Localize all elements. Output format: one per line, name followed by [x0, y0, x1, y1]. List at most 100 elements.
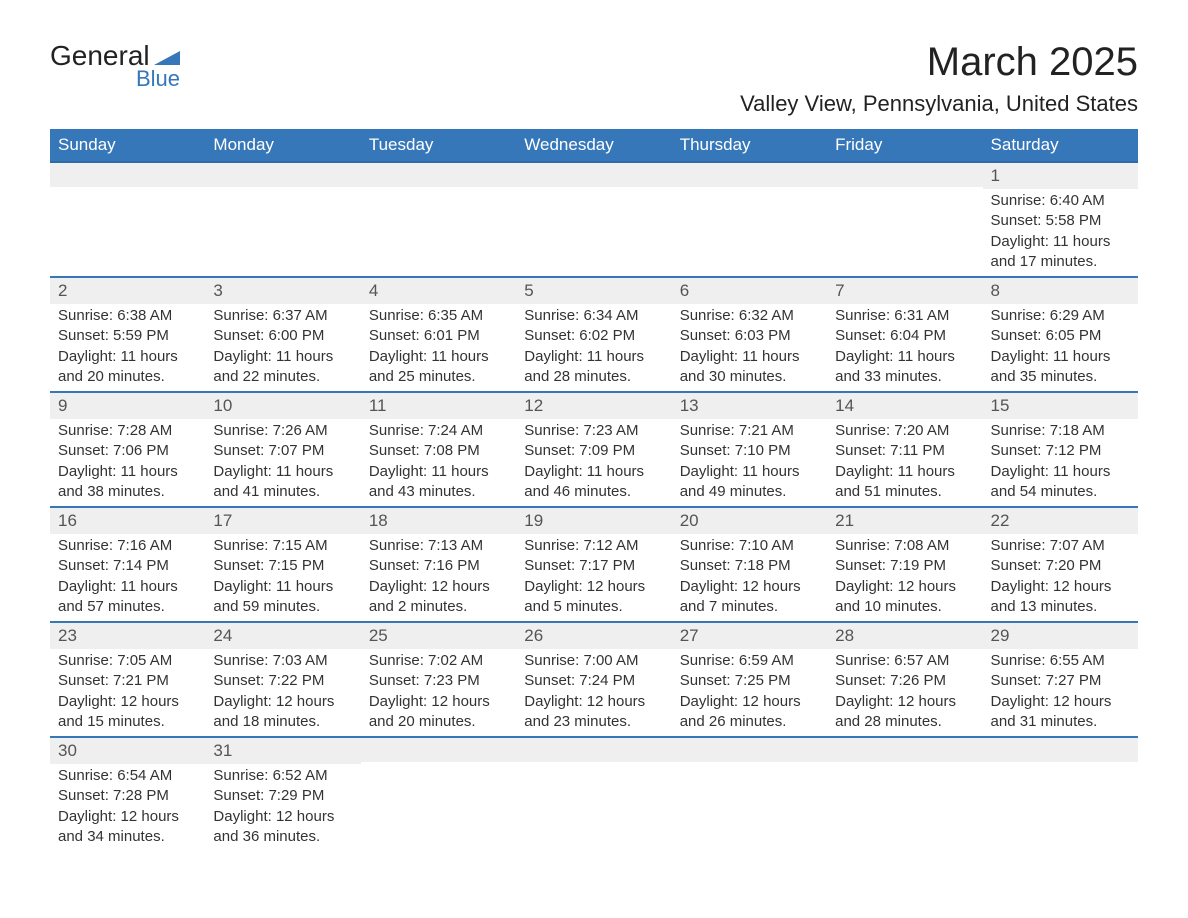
daylight-line: Daylight: 12 hours and 10 minutes.: [835, 577, 974, 618]
brand-blue: Blue: [136, 66, 180, 92]
daylight-line: Daylight: 11 hours and 49 minutes.: [680, 462, 819, 503]
sunrise-line: Sunrise: 7:28 AM: [58, 421, 197, 441]
day-details: Sunrise: 7:18 AMSunset: 7:12 PMDaylight:…: [983, 419, 1138, 506]
daylight-line: Daylight: 12 hours and 7 minutes.: [680, 577, 819, 618]
day-details: Sunrise: 6:35 AMSunset: 6:01 PMDaylight:…: [361, 304, 516, 391]
daylight-line: Daylight: 12 hours and 18 minutes.: [213, 692, 352, 733]
day-number: [672, 163, 827, 187]
day-number: 6: [672, 278, 827, 304]
daylight-line: Daylight: 11 hours and 54 minutes.: [991, 462, 1130, 503]
day-number: 31: [205, 738, 360, 764]
calendar-day-cell: 8Sunrise: 6:29 AMSunset: 6:05 PMDaylight…: [983, 277, 1138, 392]
calendar-empty-cell: [50, 162, 205, 277]
sunset-line: Sunset: 7:10 PM: [680, 441, 819, 461]
day-details: [205, 187, 360, 193]
sunset-line: Sunset: 7:17 PM: [524, 556, 663, 576]
brand-general: General: [50, 40, 150, 72]
day-number: 19: [516, 508, 671, 534]
day-number: [361, 738, 516, 762]
sunrise-line: Sunrise: 7:10 AM: [680, 536, 819, 556]
daylight-line: Daylight: 12 hours and 28 minutes.: [835, 692, 974, 733]
day-number: [516, 163, 671, 187]
day-details: [672, 187, 827, 193]
daylight-line: Daylight: 12 hours and 2 minutes.: [369, 577, 508, 618]
calendar-day-cell: 29Sunrise: 6:55 AMSunset: 7:27 PMDayligh…: [983, 622, 1138, 737]
calendar-empty-cell: [516, 737, 671, 851]
day-details: Sunrise: 6:31 AMSunset: 6:04 PMDaylight:…: [827, 304, 982, 391]
day-number: 8: [983, 278, 1138, 304]
calendar-empty-cell: [983, 737, 1138, 851]
day-details: Sunrise: 6:59 AMSunset: 7:25 PMDaylight:…: [672, 649, 827, 736]
sunrise-line: Sunrise: 7:26 AM: [213, 421, 352, 441]
day-number: [672, 738, 827, 762]
sunset-line: Sunset: 7:22 PM: [213, 671, 352, 691]
calendar-day-cell: 25Sunrise: 7:02 AMSunset: 7:23 PMDayligh…: [361, 622, 516, 737]
day-details: Sunrise: 6:55 AMSunset: 7:27 PMDaylight:…: [983, 649, 1138, 736]
day-details: Sunrise: 7:28 AMSunset: 7:06 PMDaylight:…: [50, 419, 205, 506]
calendar-day-cell: 23Sunrise: 7:05 AMSunset: 7:21 PMDayligh…: [50, 622, 205, 737]
calendar-column-header: Friday: [827, 129, 982, 162]
calendar-week-row: 16Sunrise: 7:16 AMSunset: 7:14 PMDayligh…: [50, 507, 1138, 622]
day-details: Sunrise: 7:20 AMSunset: 7:11 PMDaylight:…: [827, 419, 982, 506]
day-number: 10: [205, 393, 360, 419]
daylight-line: Daylight: 12 hours and 20 minutes.: [369, 692, 508, 733]
sunrise-line: Sunrise: 6:59 AM: [680, 651, 819, 671]
sunrise-line: Sunrise: 7:02 AM: [369, 651, 508, 671]
day-details: Sunrise: 6:54 AMSunset: 7:28 PMDaylight:…: [50, 764, 205, 851]
day-details: Sunrise: 7:00 AMSunset: 7:24 PMDaylight:…: [516, 649, 671, 736]
calendar-empty-cell: [827, 162, 982, 277]
day-details: Sunrise: 7:13 AMSunset: 7:16 PMDaylight:…: [361, 534, 516, 621]
sunset-line: Sunset: 7:25 PM: [680, 671, 819, 691]
day-details: Sunrise: 7:05 AMSunset: 7:21 PMDaylight:…: [50, 649, 205, 736]
calendar-empty-cell: [516, 162, 671, 277]
calendar-column-header: Saturday: [983, 129, 1138, 162]
calendar-day-cell: 16Sunrise: 7:16 AMSunset: 7:14 PMDayligh…: [50, 507, 205, 622]
day-details: Sunrise: 7:16 AMSunset: 7:14 PMDaylight:…: [50, 534, 205, 621]
sunset-line: Sunset: 7:18 PM: [680, 556, 819, 576]
calendar-empty-cell: [672, 737, 827, 851]
sunset-line: Sunset: 7:21 PM: [58, 671, 197, 691]
sunrise-line: Sunrise: 7:24 AM: [369, 421, 508, 441]
sunrise-line: Sunrise: 6:40 AM: [991, 191, 1130, 211]
calendar-week-row: 1Sunrise: 6:40 AMSunset: 5:58 PMDaylight…: [50, 162, 1138, 277]
day-details: [827, 187, 982, 193]
daylight-line: Daylight: 12 hours and 36 minutes.: [213, 807, 352, 848]
sunset-line: Sunset: 7:29 PM: [213, 786, 352, 806]
sunrise-line: Sunrise: 7:16 AM: [58, 536, 197, 556]
sunrise-line: Sunrise: 7:20 AM: [835, 421, 974, 441]
daylight-line: Daylight: 11 hours and 22 minutes.: [213, 347, 352, 388]
calendar-day-cell: 2Sunrise: 6:38 AMSunset: 5:59 PMDaylight…: [50, 277, 205, 392]
calendar-header-row: SundayMondayTuesdayWednesdayThursdayFrid…: [50, 129, 1138, 162]
sunset-line: Sunset: 7:06 PM: [58, 441, 197, 461]
calendar-day-cell: 11Sunrise: 7:24 AMSunset: 7:08 PMDayligh…: [361, 392, 516, 507]
calendar-column-header: Wednesday: [516, 129, 671, 162]
brand-logo: General Blue: [50, 40, 180, 92]
sunrise-line: Sunrise: 6:37 AM: [213, 306, 352, 326]
calendar-day-cell: 20Sunrise: 7:10 AMSunset: 7:18 PMDayligh…: [672, 507, 827, 622]
day-number: 5: [516, 278, 671, 304]
daylight-line: Daylight: 12 hours and 15 minutes.: [58, 692, 197, 733]
day-number: 24: [205, 623, 360, 649]
daylight-line: Daylight: 11 hours and 41 minutes.: [213, 462, 352, 503]
day-details: [827, 762, 982, 768]
sunset-line: Sunset: 7:14 PM: [58, 556, 197, 576]
sunset-line: Sunset: 7:08 PM: [369, 441, 508, 461]
calendar-day-cell: 10Sunrise: 7:26 AMSunset: 7:07 PMDayligh…: [205, 392, 360, 507]
calendar-day-cell: 9Sunrise: 7:28 AMSunset: 7:06 PMDaylight…: [50, 392, 205, 507]
day-number: 29: [983, 623, 1138, 649]
calendar-empty-cell: [361, 162, 516, 277]
sunrise-line: Sunrise: 6:31 AM: [835, 306, 974, 326]
day-details: Sunrise: 6:52 AMSunset: 7:29 PMDaylight:…: [205, 764, 360, 851]
day-number: 14: [827, 393, 982, 419]
location-subtitle: Valley View, Pennsylvania, United States: [740, 91, 1138, 117]
day-number: 25: [361, 623, 516, 649]
calendar-day-cell: 18Sunrise: 7:13 AMSunset: 7:16 PMDayligh…: [361, 507, 516, 622]
day-details: Sunrise: 7:12 AMSunset: 7:17 PMDaylight:…: [516, 534, 671, 621]
sunrise-line: Sunrise: 7:03 AM: [213, 651, 352, 671]
day-details: [361, 187, 516, 193]
daylight-line: Daylight: 11 hours and 51 minutes.: [835, 462, 974, 503]
day-number: 13: [672, 393, 827, 419]
sunset-line: Sunset: 7:07 PM: [213, 441, 352, 461]
day-details: Sunrise: 7:02 AMSunset: 7:23 PMDaylight:…: [361, 649, 516, 736]
calendar-column-header: Monday: [205, 129, 360, 162]
